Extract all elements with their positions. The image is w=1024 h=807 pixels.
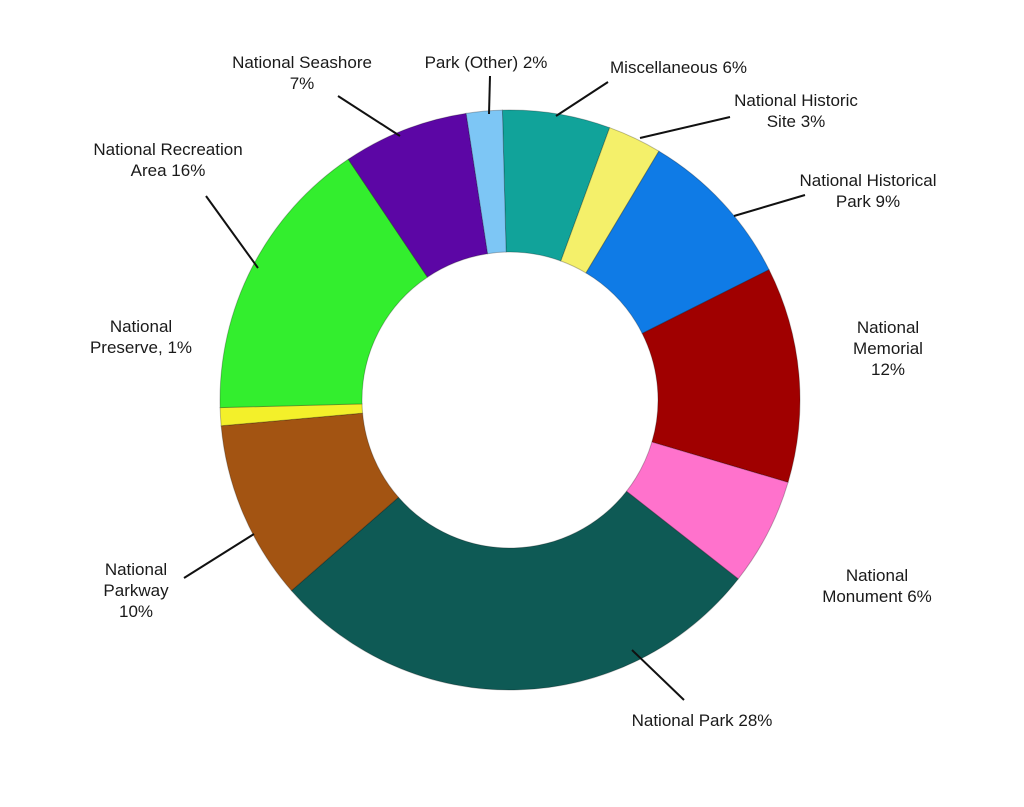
data-label-national-historical-park: National Historical Park 9% <box>800 171 937 211</box>
data-label-park-other: Park (Other) 2% <box>425 53 548 72</box>
leader-line-national-parkway <box>183 533 255 579</box>
leader-line-miscellaneous <box>555 81 609 117</box>
slice-national-seashore <box>347 112 489 278</box>
data-label-national-memorial: National Memorial 12% <box>853 318 923 379</box>
slice-group <box>219 109 801 691</box>
slice-national-memorial <box>641 269 801 483</box>
data-label-national-parkway: National Parkway 10% <box>103 560 169 621</box>
leader-line-national-historic-site <box>639 116 731 139</box>
data-label-national-preserve: National Preserve, 1% <box>90 317 192 357</box>
slice-national-monument <box>625 441 789 580</box>
slice-miscellaneous <box>501 109 611 262</box>
slice-national-preserve <box>219 403 364 427</box>
slice-national-historic-site <box>560 127 660 274</box>
data-label-national-recreation-area: National Recreation Area 16% <box>93 140 242 180</box>
slice-national-historical-park <box>585 150 770 335</box>
leader-line-national-recreation-area <box>205 195 259 269</box>
data-label-national-historic-site: National Historic Site 3% <box>734 91 858 131</box>
slice-national-park <box>290 490 739 691</box>
leader-line-park-other <box>488 75 491 115</box>
data-label-miscellaneous: Miscellaneous 6% <box>610 58 747 77</box>
leader-line-national-seashore <box>337 95 401 137</box>
slice-park-other <box>465 109 507 255</box>
data-label-national-monument: National Monument 6% <box>822 566 932 606</box>
data-label-national-seashore: National Seashore 7% <box>232 53 372 93</box>
leader-line-group <box>183 75 806 701</box>
leader-line-national-park <box>631 649 685 701</box>
slice-national-parkway <box>220 412 400 592</box>
label-group: Miscellaneous 6% National Historic Site 3%… <box>90 53 937 730</box>
data-label-national-park: National Park 28% <box>632 711 773 730</box>
leader-line-national-historical-park <box>733 194 806 217</box>
slice-national-recreation-area <box>219 158 429 409</box>
